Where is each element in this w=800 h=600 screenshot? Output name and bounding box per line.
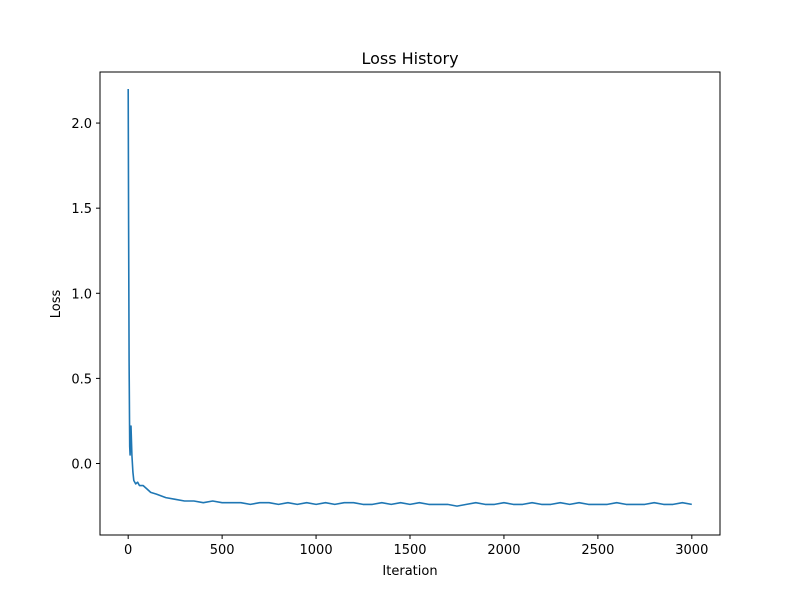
x-tick-label: 500 [210,543,235,558]
axes-frame [99,71,721,536]
x-tick-label: 3000 [675,543,708,558]
y-tick-label: 1.5 [71,202,92,217]
x-tick-label: 0 [124,543,132,558]
x-tick-label: 2500 [581,543,614,558]
x-tick-label: 2000 [487,543,520,558]
x-tick-label: 1000 [300,543,333,558]
y-axis-label: Loss [49,290,64,319]
series-line-0 [127,88,692,507]
x-tick-label: 1500 [393,543,426,558]
y-tick-label: 1.0 [71,287,92,302]
x-axis-ticks: 0 500 1000 1500 2000 2500 3000 [124,535,708,558]
y-axis-ticks: 0.0 0.5 1.0 1.5 2.0 [71,117,100,473]
y-tick-label: 0.5 [71,372,92,387]
chart-title: Loss History [361,49,458,68]
y-tick-label: 2.0 [71,117,92,132]
x-axis-label: Iteration [382,564,437,579]
y-tick-label: 0.0 [71,458,92,473]
plot-area [99,71,721,536]
